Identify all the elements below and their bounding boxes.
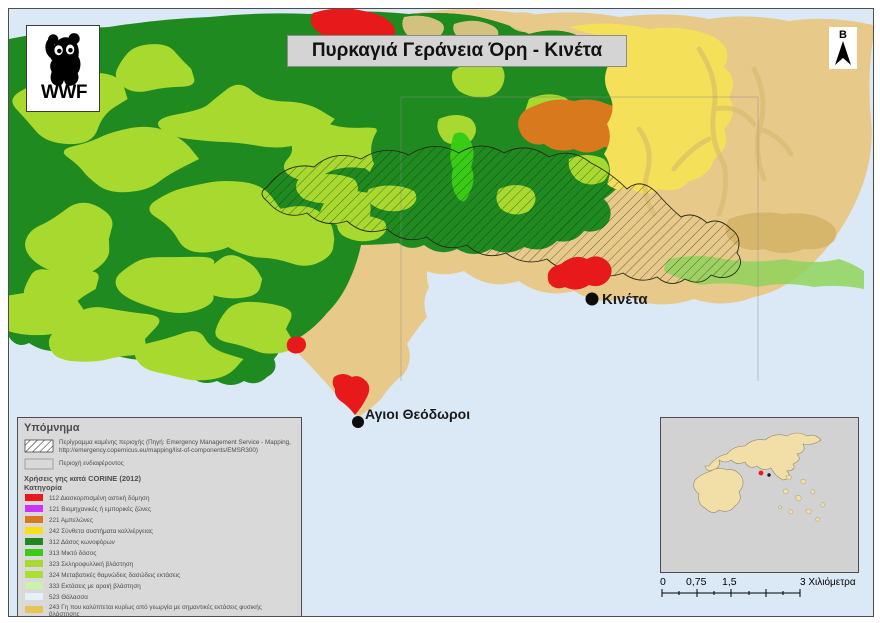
svg-text:B: B (839, 29, 847, 41)
svg-text:0,75: 0,75 (686, 576, 707, 588)
svg-text:WWF: WWF (41, 82, 87, 103)
svg-text:3 Χιλιόμετρα: 3 Χιλιόμετρα (800, 576, 856, 588)
svg-text:1,5: 1,5 (722, 576, 737, 588)
svg-text:0: 0 (660, 576, 666, 588)
